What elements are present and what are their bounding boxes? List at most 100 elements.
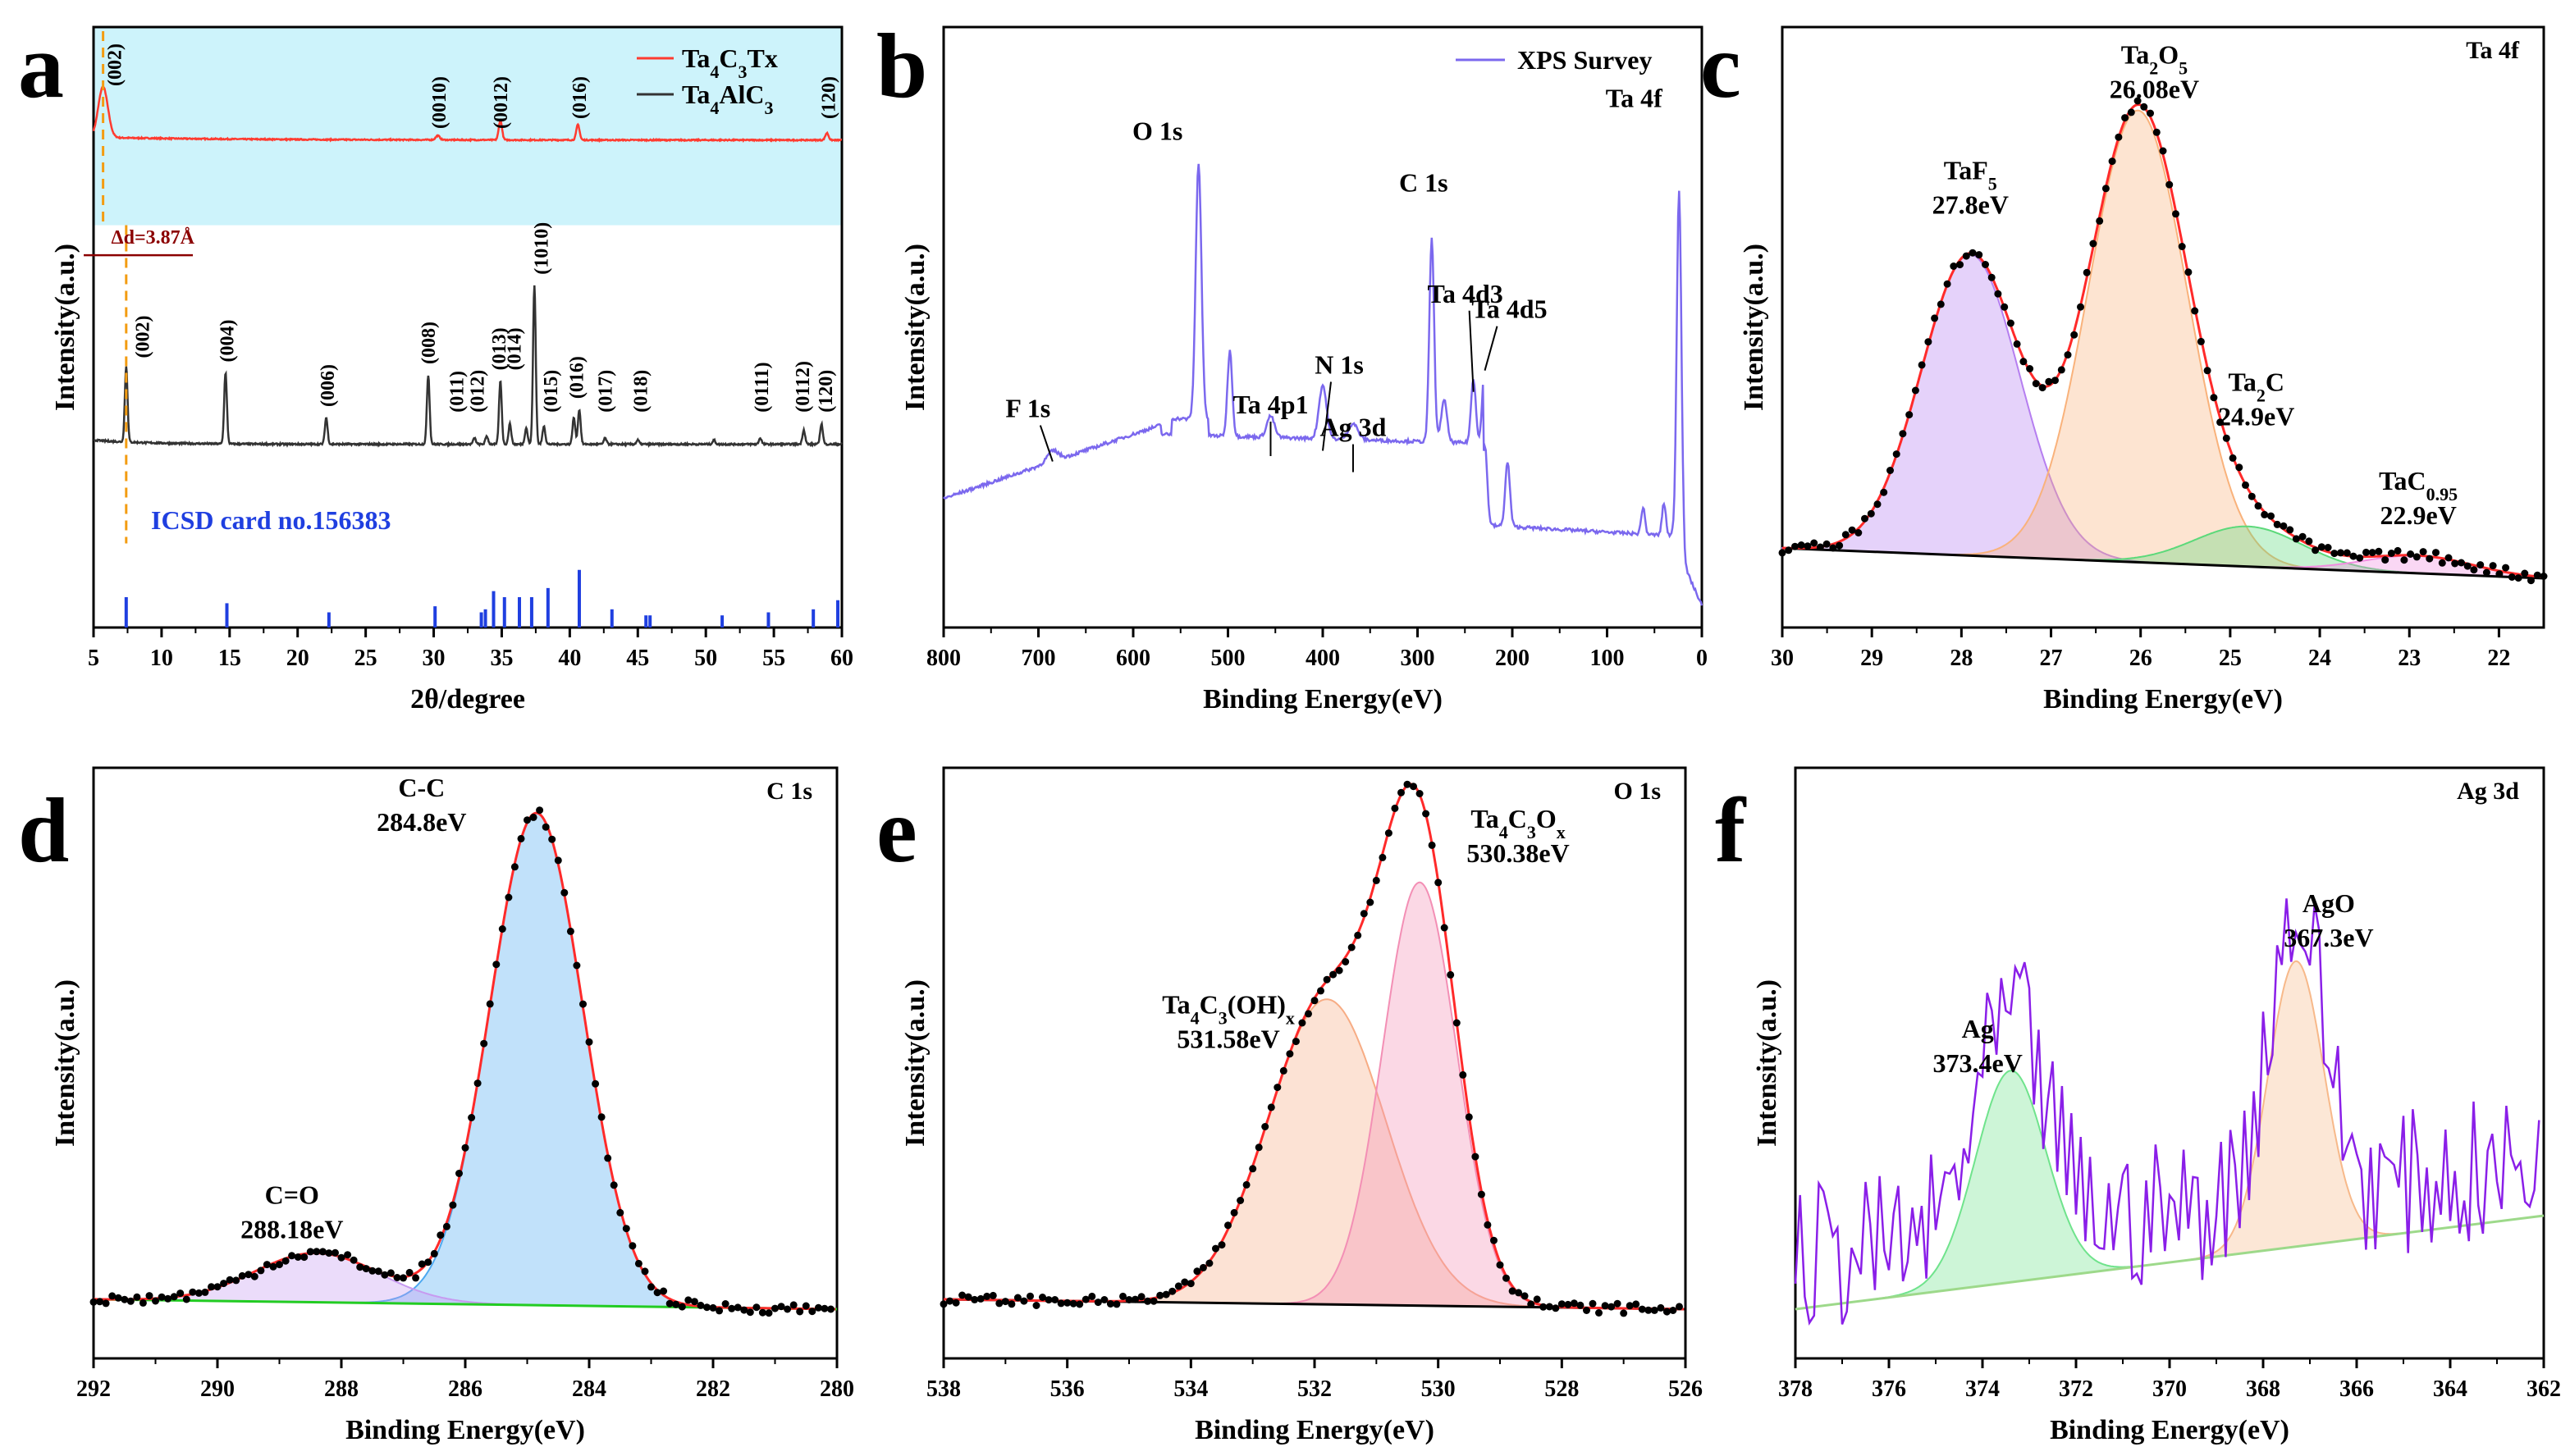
data-point: [418, 1260, 426, 1268]
data-point: [2330, 550, 2339, 558]
annotation-arrow: [1039, 425, 1054, 462]
data-point: [1570, 1299, 1578, 1308]
background-line: [1781, 546, 2545, 580]
data-point: [554, 856, 562, 865]
data-point: [1595, 1309, 1603, 1317]
data-point: [2387, 550, 2395, 557]
background-line: [1795, 1214, 2545, 1311]
data-point: [257, 1267, 265, 1275]
x-tick-label: 528: [1544, 1376, 1579, 1402]
data-point: [579, 1000, 587, 1008]
x-tick-label: 372: [2059, 1376, 2093, 1402]
data-point: [989, 1291, 997, 1299]
x-tick-label: 282: [696, 1376, 730, 1402]
data-point: [1943, 280, 1951, 288]
data-point: [629, 1242, 637, 1250]
data-point: [139, 1299, 147, 1307]
data-point: [332, 1248, 339, 1257]
data-point: [548, 835, 556, 843]
data-point: [2521, 569, 2529, 577]
data-point: [784, 1305, 792, 1313]
x-tick-label: 26: [2129, 646, 2152, 671]
data-point: [1249, 1165, 1257, 1173]
data-point: [114, 1294, 122, 1302]
data-point: [665, 1299, 674, 1308]
x-tick-label: 0: [1696, 646, 1708, 671]
data-point: [1496, 1261, 1504, 1269]
data-point: [2108, 157, 2116, 166]
data-point: [1810, 539, 1818, 547]
binding-energy-label: 22.9eV: [2380, 500, 2456, 530]
data-point: [604, 1154, 612, 1162]
data-point: [1039, 1294, 1046, 1301]
data-point: [1329, 970, 1338, 979]
data-point: [827, 1305, 835, 1313]
data-point: [2235, 463, 2243, 472]
data-point: [1886, 467, 1894, 474]
data-point: [622, 1225, 630, 1233]
data-point: [2254, 502, 2262, 510]
data-point: [1962, 252, 1970, 260]
data-point: [1113, 1300, 1121, 1308]
peak-annotation: N 1s: [1315, 349, 1364, 379]
x-axis-label: Binding Energy(eV): [345, 1415, 585, 1445]
component-label: C-C: [398, 773, 445, 802]
data-point: [709, 1303, 717, 1312]
data-point: [1428, 841, 1436, 849]
data-point: [1956, 261, 1964, 269]
data-point: [1027, 1292, 1034, 1300]
panel-label-e: e: [876, 780, 917, 882]
data-point: [362, 1265, 370, 1273]
data-point: [510, 863, 519, 871]
data-point: [641, 1267, 649, 1276]
data-point: [740, 1306, 748, 1314]
component-label: TaC0.95: [2379, 466, 2458, 504]
data-point: [208, 1283, 215, 1291]
legend-label: XPS Survey: [1517, 45, 1652, 75]
ref-label: ICSD card no.156383: [151, 505, 391, 535]
data-point: [971, 1295, 979, 1303]
hkl-label: (004): [217, 319, 239, 362]
data-point: [995, 1299, 1004, 1308]
hkl-label: (002): [105, 43, 126, 86]
data-point: [1162, 1290, 1170, 1299]
data-point: [560, 888, 569, 897]
data-point: [126, 1297, 135, 1305]
peak-annotation: Ta 4d5: [1471, 294, 1547, 324]
data-point: [1931, 314, 1939, 322]
data-point: [2184, 268, 2193, 276]
data-point: [1521, 1292, 1529, 1300]
data-point: [1174, 1282, 1182, 1290]
data-point: [2026, 365, 2034, 372]
data-point: [1880, 488, 1888, 496]
data-point: [1533, 1295, 1541, 1303]
data-point: [96, 1298, 104, 1306]
x-tick-label: 368: [2246, 1376, 2280, 1402]
data-point: [1490, 1236, 1498, 1244]
x-tick-label: 800: [926, 646, 961, 671]
data-point: [1669, 1307, 1677, 1314]
x-tick-label: 600: [1116, 646, 1150, 671]
data-point: [1279, 1066, 1287, 1075]
data-point: [1836, 541, 1844, 550]
data-point: [238, 1271, 246, 1280]
data-point: [2032, 380, 2040, 388]
data-point: [2463, 562, 2472, 570]
data-point: [1477, 1190, 1485, 1198]
data-point: [1045, 1296, 1053, 1304]
data-point: [176, 1289, 185, 1298]
data-point: [1552, 1304, 1560, 1312]
data-point: [2077, 303, 2084, 311]
x-tick-label: 400: [1306, 646, 1340, 671]
plot-frame: [942, 25, 1703, 629]
component-label: C=O: [265, 1180, 319, 1210]
data-point: [2070, 331, 2078, 339]
data-point: [1051, 1296, 1059, 1303]
hkl-label: (016): [567, 356, 588, 399]
data-point: [220, 1280, 228, 1288]
data-point: [1911, 386, 1919, 395]
data-point: [288, 1252, 296, 1260]
x-tick-label: 22: [2487, 646, 2510, 671]
data-point: [697, 1301, 705, 1309]
data-point: [1447, 970, 1455, 979]
